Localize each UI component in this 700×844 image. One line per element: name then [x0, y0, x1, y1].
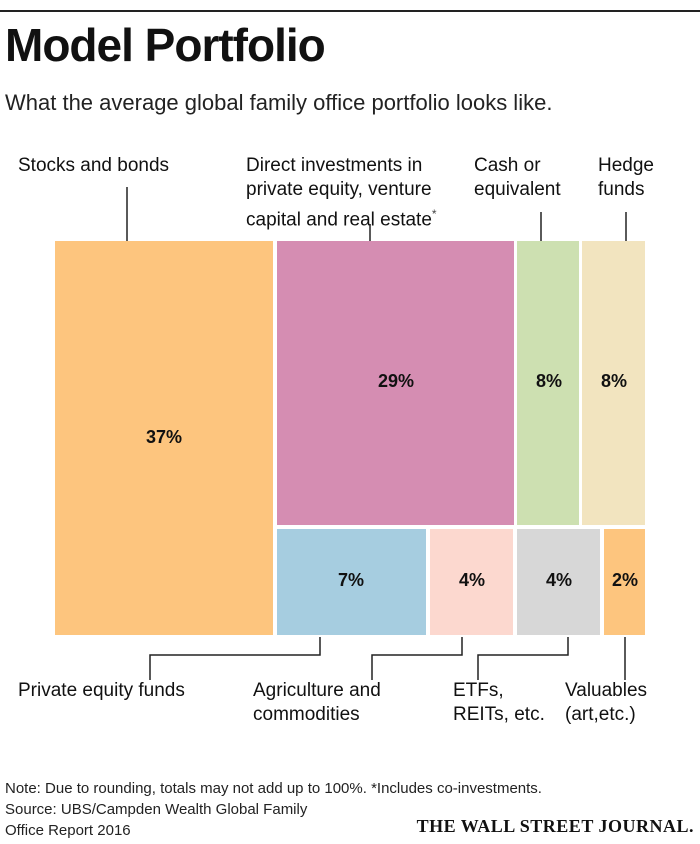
tile-hedge [582, 241, 645, 525]
note-text: Note: Due to rounding, totals may not ad… [5, 780, 542, 797]
label-pe-funds: Private equity funds [18, 680, 185, 701]
leader-pe-funds [149, 637, 321, 680]
tile-agri [430, 529, 513, 635]
value-label-agri: 4% [459, 570, 485, 590]
label-etfs: ETFs, REITs, etc. [453, 680, 545, 725]
value-label-stocks: 37% [146, 427, 182, 447]
label-cash: Cash or equivalent [474, 155, 561, 200]
value-label-direct: 29% [378, 371, 414, 391]
top-rule [0, 10, 700, 12]
value-label-cash: 8% [536, 371, 562, 391]
value-label-valuables: 2% [612, 570, 638, 590]
chart-subtitle: What the average global family office po… [5, 90, 553, 115]
tile-cash [517, 241, 579, 525]
source-line-1: Source: UBS/Campden Wealth Global Family [5, 801, 308, 818]
value-label-pe_funds: 7% [338, 570, 364, 590]
chart-title: Model Portfolio [5, 19, 326, 71]
source-line-2: Office Report 2016 [5, 822, 131, 839]
tile-pe_funds [277, 529, 426, 635]
tile-direct [277, 241, 514, 525]
brand-logo: THE WALL STREET JOURNAL. [416, 816, 694, 836]
tile-valuables [604, 529, 645, 635]
label-direct: Direct investments in private equity, ve… [246, 155, 437, 231]
tile-etfs [517, 529, 600, 635]
footnote: Note: Due to rounding, totals may not ad… [5, 778, 542, 841]
leader-etfs [477, 637, 569, 680]
value-label-hedge: 8% [601, 371, 627, 391]
label-hedge: Hedge funds [598, 155, 654, 200]
tile-stocks [55, 241, 273, 635]
value-label-etfs: 4% [546, 570, 572, 590]
label-stocks: Stocks and bonds [18, 155, 170, 176]
asterisk-mark: * [431, 207, 437, 221]
label-agri: Agriculture and commodities [253, 680, 381, 725]
label-valuables: Valuables (art,etc.) [565, 680, 648, 725]
leader-agri [371, 637, 463, 680]
